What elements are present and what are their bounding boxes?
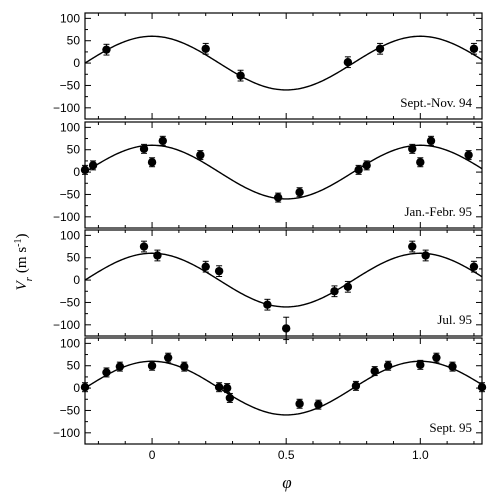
y-tick-label: 0 [73, 56, 80, 70]
y-axis-title-sup: -1 [13, 238, 24, 246]
y-tick-label: 100 [60, 336, 80, 350]
data-point [214, 382, 224, 392]
data-point [416, 158, 425, 167]
panel-frame [84, 229, 483, 337]
data-point [281, 324, 291, 333]
y-tick-label: −50 [60, 187, 81, 201]
data-point [408, 144, 417, 154]
y-tick-label: −50 [60, 295, 81, 309]
data-point [147, 361, 157, 370]
data-point [464, 150, 473, 160]
y-tick-label: 50 [67, 34, 81, 48]
y-tick-label: 0 [73, 273, 80, 287]
y-tick-label: 0 [73, 381, 80, 395]
panel-frame [84, 337, 483, 445]
y-tick-label: 100 [60, 11, 80, 25]
data-point [102, 368, 111, 377]
data-point [421, 251, 430, 260]
data-point [343, 282, 353, 292]
data-point [102, 45, 111, 54]
y-tick-label: 100 [60, 228, 80, 242]
data-point [375, 44, 385, 53]
x-tick-label: 0.5 [278, 448, 295, 462]
data-point [158, 136, 167, 145]
data-point [139, 144, 149, 154]
data-point [214, 266, 224, 276]
data-point [147, 158, 157, 167]
data-point [354, 165, 363, 175]
y-tick-label: 50 [67, 251, 81, 265]
data-point [314, 400, 323, 409]
y-tick-label: 0 [73, 165, 80, 179]
data-point [408, 242, 417, 251]
x-axis-title: φ [282, 473, 291, 492]
panel-label: Jan.-Febr. 95 [404, 204, 472, 219]
data-point [295, 188, 304, 197]
y-axis-title-sub: r [23, 276, 35, 281]
y-axis-title: Vr (m s-1) [13, 233, 36, 290]
data-point [139, 242, 149, 251]
data-point [222, 383, 232, 393]
y-tick-label: −50 [60, 78, 81, 92]
data-point [343, 57, 353, 67]
data-point [351, 381, 361, 391]
model-curve [84, 144, 483, 200]
data-point [196, 150, 205, 160]
data-point [426, 136, 436, 145]
data-point [370, 366, 379, 376]
x-tick-label: 0 [149, 448, 156, 462]
x-tick-label: 1.0 [412, 448, 429, 462]
y-axis-title-close: ) [14, 233, 30, 238]
data-point [180, 362, 189, 371]
panel-3: 100 50 0 −50 −100 Jul. 95 [53, 228, 483, 341]
x-axis: 0 0.5 1.0 [149, 448, 429, 462]
data-point [477, 382, 487, 392]
panel-label: Sept. 95 [429, 420, 472, 435]
data-point [330, 287, 339, 296]
data-point [88, 161, 98, 170]
y-tick-label: 100 [60, 120, 80, 134]
data-point [153, 251, 162, 260]
y-axis-title-units: (m s [14, 247, 30, 273]
data-point [448, 362, 457, 371]
data-point [80, 165, 90, 175]
data-point [383, 361, 393, 370]
panels-group: 100 50 0 −50 −100 Sept.-Nov. 94 100 50 0 −50 −100 J… [53, 11, 487, 445]
data-point [115, 362, 125, 371]
panel-label: Jul. 95 [437, 312, 472, 327]
data-point [362, 161, 371, 170]
y-tick-label: −100 [53, 426, 80, 440]
data-point [236, 71, 245, 80]
y-tick-label: −100 [53, 101, 80, 115]
panel-label: Sept.-Nov. 94 [400, 95, 472, 110]
data-point [225, 393, 235, 403]
y-axis-title-main: V [14, 280, 30, 291]
y-tick-label: 50 [67, 359, 81, 373]
data-point [163, 353, 173, 362]
panel-4: 100 50 0 −50 −100 Sept. 95 [53, 336, 487, 445]
panel-frame [84, 121, 483, 229]
data-point [201, 44, 210, 53]
data-point [432, 353, 441, 362]
data-point [295, 399, 304, 408]
data-point [469, 44, 479, 53]
panel-2: 100 50 0 −50 −100 Jan.-Febr. 95 [53, 120, 483, 229]
panel-frame [84, 12, 483, 120]
panel-1: 100 50 0 −50 −100 Sept.-Nov. 94 [53, 11, 483, 120]
data-point [416, 360, 425, 370]
data-point [201, 262, 210, 271]
y-tick-label: 50 [67, 143, 81, 157]
data-point [263, 300, 272, 309]
y-tick-label: −100 [53, 318, 80, 332]
model-curve [84, 252, 483, 308]
data-point [273, 193, 283, 202]
y-tick-label: −100 [53, 210, 80, 224]
data-point [469, 262, 479, 271]
data-point [80, 382, 90, 392]
model-curve [84, 35, 483, 91]
y-tick-label: −50 [60, 403, 81, 417]
